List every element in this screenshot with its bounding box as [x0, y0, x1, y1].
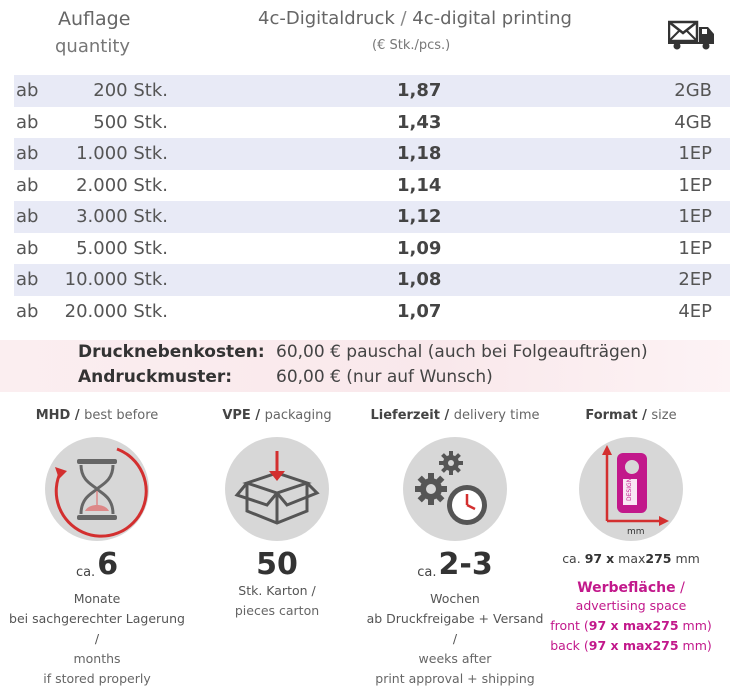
print-heading-en: 4c-digital printing — [412, 8, 572, 29]
delivery-value: ca.2-3 — [417, 547, 493, 582]
quantity-heading-de: Auflage — [58, 8, 131, 30]
advertising-back: back (97 x max275 mm) — [550, 638, 712, 653]
proof-label: Andruckmuster: — [78, 367, 233, 387]
table-row: ab 20.000 Stk. 1,07 4EP — [14, 296, 730, 328]
row-prefix: ab — [16, 237, 39, 259]
door-hanger-mm: mm — [627, 527, 645, 537]
delivery-unit-en: weeks after — [418, 651, 492, 666]
row-prefix: ab — [16, 174, 39, 196]
row-quantity: 10.000 Stk. — [64, 269, 168, 290]
table-row: ab 500 Stk. 1,43 4GB — [14, 107, 730, 139]
best-before-unit-en: months — [73, 651, 121, 666]
advertising-front: front (97 x max275 mm) — [550, 618, 712, 633]
table-row: ab 200 Stk. 1,87 2GB — [14, 75, 730, 107]
row-price: 1,43 — [397, 111, 442, 133]
delivery-unit: Wochen — [430, 591, 480, 606]
table-row: ab 3.000 Stk. 1,12 1EP — [14, 201, 730, 233]
row-prefix: ab — [16, 111, 39, 133]
price-table: ab 200 Stk. 1,87 2GB ab 500 Stk. 1,43 4G… — [14, 75, 730, 327]
door-hanger-icon: DESIGN mm — [579, 437, 683, 541]
additional-costs: Drucknebenkosten: 60,00 € pauschal (auch… — [0, 340, 730, 392]
row-shipping-code: 2EP — [678, 269, 712, 290]
door-hanger-label: DESIGN — [626, 478, 633, 501]
row-price: 1,18 — [397, 143, 442, 164]
print-costs-label: Drucknebenkosten: — [78, 342, 265, 362]
row-shipping-code: 4EP — [678, 300, 712, 322]
delivery-note-de: ab Druckfreigabe + Versand / — [366, 611, 544, 646]
table-row: ab 2.000 Stk. 1,14 1EP — [14, 170, 730, 202]
print-costs-value: 60,00 € pauschal (auch bei Folgeaufträge… — [276, 342, 648, 362]
best-before-unit: Monate — [73, 591, 121, 606]
row-prefix: ab — [16, 300, 39, 322]
row-quantity: 200 Stk. — [93, 80, 168, 101]
feature-format: Format / size DESIGN mm ca. 97 x max275 … — [540, 398, 722, 656]
table-header: Auflage quantity 4c-Digitaldruck / 4c-di… — [0, 0, 730, 70]
format-size: ca. 97 x max275 mm — [562, 551, 700, 566]
hourglass-icon — [45, 437, 149, 541]
row-prefix: ab — [16, 80, 39, 101]
feature-title: VPE / packaging — [222, 408, 332, 423]
row-shipping-code: 1EP — [678, 143, 712, 164]
feature-title: Format / size — [585, 408, 677, 423]
row-price: 1,07 — [397, 300, 442, 322]
row-shipping-code: 4GB — [674, 111, 712, 133]
delivery-note-en: print approval + shipping — [375, 671, 535, 686]
table-row: ab 5.000 Stk. 1,09 1EP — [14, 233, 730, 265]
feature-packaging: VPE / packaging 50 Stk. Karton / pieces … — [186, 398, 368, 621]
feature-best-before: MHD / best before ca.6 Monate bei sachge… — [6, 398, 188, 689]
row-prefix: ab — [16, 206, 39, 227]
row-shipping-code: 1EP — [678, 237, 712, 259]
row-prefix: ab — [16, 269, 39, 290]
gears-clock-icon — [403, 437, 507, 541]
advertising-space-en: advertising space — [575, 598, 687, 613]
packaging-unit-en: pieces carton — [234, 603, 320, 618]
truck-mail-icon — [667, 18, 716, 54]
quantity-heading-en: quantity — [55, 36, 131, 57]
row-price: 1,09 — [397, 237, 442, 259]
proof-value: 60,00 € (nur auf Wunsch) — [276, 367, 493, 387]
best-before-note-en: if stored properly — [43, 671, 151, 686]
row-price: 1,14 — [397, 174, 442, 196]
best-before-value: ca.6 — [75, 547, 119, 582]
row-price: 1,12 — [397, 206, 442, 227]
row-shipping-code: 1EP — [678, 174, 712, 196]
print-heading: 4c-Digitaldruck / 4c-digital printing — [258, 8, 572, 29]
row-price: 1,08 — [397, 269, 442, 290]
box-icon — [225, 437, 329, 541]
row-prefix: ab — [16, 143, 39, 164]
table-row: ab 10.000 Stk. 1,08 2EP — [14, 264, 730, 296]
print-heading-sep: / — [394, 8, 413, 29]
print-heading-de: 4c-Digitaldruck — [258, 8, 395, 29]
unit-label: (€ Stk./pcs.) — [372, 38, 451, 53]
row-quantity: 500 Stk. — [93, 111, 168, 133]
feature-title: Lieferzeit / delivery time — [370, 408, 540, 423]
row-price: 1,87 — [397, 80, 442, 101]
table-row: ab 1.000 Stk. 1,18 1EP — [14, 138, 730, 170]
best-before-note-de: bei sachgerechter Lagerung / — [9, 611, 185, 646]
advertising-space-title: Werbefläche / — [577, 580, 685, 596]
row-shipping-code: 2GB — [674, 80, 712, 101]
feature-title: MHD / best before — [35, 408, 159, 423]
row-shipping-code: 1EP — [678, 206, 712, 227]
row-quantity: 5.000 Stk. — [76, 237, 168, 259]
feature-delivery-time: Lieferzeit / delivery time ca.2-3 — [364, 398, 546, 689]
packaging-value: 50 — [256, 547, 298, 582]
row-quantity: 20.000 Stk. — [64, 300, 168, 322]
packaging-unit-de: Stk. Karton / — [238, 583, 316, 598]
row-quantity: 1.000 Stk. — [76, 143, 168, 164]
row-quantity: 3.000 Stk. — [76, 206, 168, 227]
row-quantity: 2.000 Stk. — [76, 174, 168, 196]
